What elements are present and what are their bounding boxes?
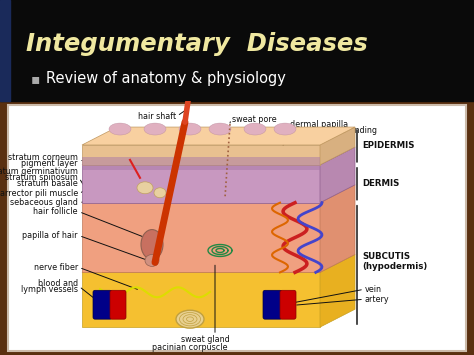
Text: DERMIS: DERMIS [362,179,400,188]
Polygon shape [82,255,355,272]
Text: for touch: for touch [290,131,327,141]
Ellipse shape [179,123,201,135]
Ellipse shape [109,123,131,135]
Text: sensory nerve ending: sensory nerve ending [290,126,377,135]
Ellipse shape [144,123,166,135]
Text: sweat gland: sweat gland [181,334,229,344]
Text: EPIDERMIS: EPIDERMIS [362,142,414,151]
Text: pacinian corpuscle: pacinian corpuscle [152,343,228,351]
Polygon shape [82,165,320,203]
Ellipse shape [274,123,296,135]
Text: artery: artery [365,295,390,304]
Polygon shape [82,272,320,327]
Ellipse shape [145,255,159,266]
FancyBboxPatch shape [280,290,296,319]
Ellipse shape [176,310,204,328]
Text: SUBCUTIS: SUBCUTIS [362,252,410,261]
Text: hair shaft: hair shaft [138,111,176,121]
Polygon shape [82,157,320,170]
Text: stratum spinosum: stratum spinosum [0,173,78,182]
Text: sweat pore: sweat pore [232,115,277,124]
Text: Review of anatomy & physiology: Review of anatomy & physiology [46,71,286,86]
FancyBboxPatch shape [110,290,126,319]
Polygon shape [320,255,355,327]
Bar [0,0,10,101]
Ellipse shape [141,230,163,260]
Text: sebaceous gland: sebaceous gland [10,198,78,207]
Text: papilla of hair: papilla of hair [22,231,78,240]
Ellipse shape [209,123,231,135]
Polygon shape [320,185,355,272]
Ellipse shape [154,188,166,198]
Polygon shape [82,203,320,272]
Text: pigment layer: pigment layer [21,159,78,168]
Polygon shape [82,145,320,165]
Text: ▪: ▪ [31,72,40,86]
Polygon shape [320,147,355,203]
Text: stratum germinativum: stratum germinativum [0,167,78,176]
Polygon shape [82,147,355,165]
Text: hair follicle: hair follicle [34,207,78,216]
Polygon shape [82,185,355,203]
Text: Integumentary  Diseases: Integumentary Diseases [26,32,368,56]
Text: nerve fiber: nerve fiber [34,263,78,272]
FancyBboxPatch shape [263,290,282,319]
Ellipse shape [137,182,153,194]
Ellipse shape [244,123,266,135]
Text: (hypodermis): (hypodermis) [362,262,427,272]
Text: stratum corneum: stratum corneum [8,153,78,162]
Text: stratum basale: stratum basale [12,179,78,188]
Polygon shape [320,127,355,165]
FancyBboxPatch shape [93,290,112,319]
Text: lymph vessels: lymph vessels [21,285,78,294]
Polygon shape [82,127,355,145]
Text: blood and: blood and [38,279,78,288]
Text: dermal papilla: dermal papilla [290,120,348,129]
Text: arrector pili muscle: arrector pili muscle [0,189,78,198]
Text: vein: vein [365,285,382,294]
